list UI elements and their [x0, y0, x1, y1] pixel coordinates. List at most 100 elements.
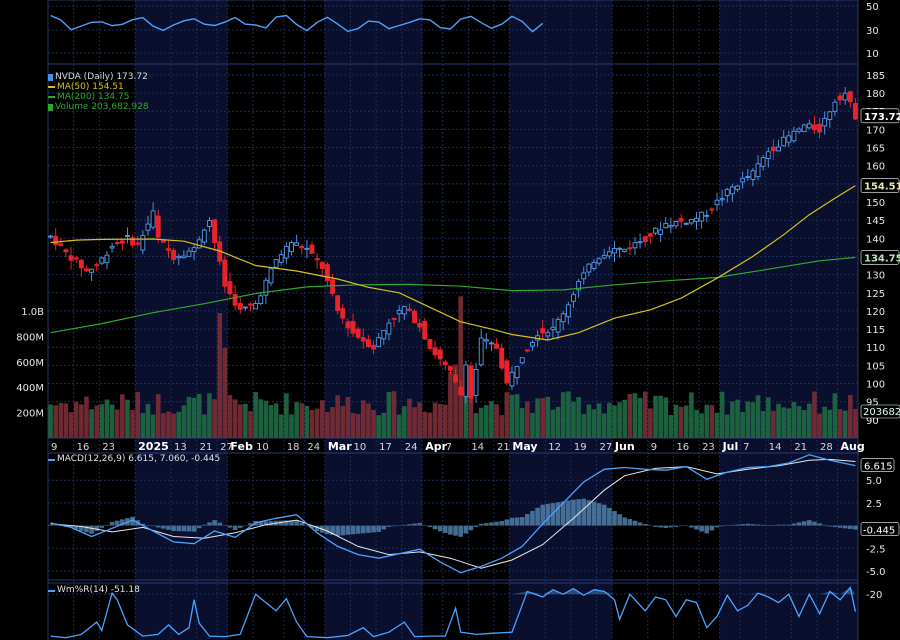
candle-body — [53, 235, 59, 246]
candle-body — [125, 235, 130, 238]
candle-body — [811, 124, 817, 131]
candle-body — [822, 118, 828, 127]
macd-histogram-bar — [299, 522, 305, 526]
volume-bar — [653, 395, 658, 438]
volume-bar — [663, 397, 669, 438]
macd-histogram-bar — [545, 503, 551, 526]
candle-body — [489, 342, 494, 345]
price-tick-label: 150 — [866, 198, 885, 209]
macd-histogram-bar — [263, 521, 269, 526]
candle-body — [514, 366, 520, 379]
macd-histogram-bar — [309, 525, 315, 529]
candle-body — [781, 136, 787, 147]
candle-body — [750, 170, 756, 180]
macd-histogram-bar — [827, 525, 833, 527]
macd-histogram-bar — [181, 525, 187, 532]
x-axis-label: 21 — [794, 442, 807, 453]
candle-body — [596, 258, 602, 264]
candle-body — [386, 322, 392, 335]
candle-body — [319, 262, 325, 270]
volume-bar — [432, 402, 438, 438]
macd-histogram-bar — [335, 525, 340, 536]
macd-histogram-bar — [514, 517, 520, 526]
candle-body — [770, 146, 776, 152]
candle-body — [212, 219, 218, 243]
volume-bar — [832, 393, 838, 438]
macd-histogram-bar — [407, 524, 412, 526]
volume-bar — [294, 402, 299, 438]
volume-bar — [678, 406, 684, 438]
price-tick-label: 120 — [866, 307, 885, 318]
macd-swatch — [48, 459, 55, 461]
candle-body — [555, 318, 561, 333]
x-axis-label: 16 — [676, 442, 689, 453]
macd-histogram-bar — [683, 525, 689, 527]
macd-histogram-bar — [566, 500, 571, 526]
macd-histogram-bar — [458, 525, 463, 537]
volume-bar — [181, 405, 187, 438]
candle-body — [109, 246, 115, 249]
volume-bar — [314, 408, 320, 438]
x-axis-label: Apr — [425, 440, 447, 453]
volume-bar — [801, 410, 807, 438]
candle-body — [89, 268, 95, 273]
macd-histogram-bar — [791, 523, 797, 526]
macd-histogram-bar — [576, 499, 581, 526]
x-axis-label: Mar — [328, 440, 352, 453]
macd-histogram-bar — [709, 525, 715, 531]
volume-bar — [853, 408, 858, 438]
volume-bar — [724, 414, 730, 438]
volume-bar — [325, 411, 330, 438]
price-tick-label: 180 — [866, 89, 885, 100]
volume-bar — [525, 401, 530, 438]
macd-histogram-bar — [704, 525, 710, 534]
candle-body — [642, 236, 648, 243]
volume-bar — [596, 403, 602, 438]
candle-body — [406, 308, 412, 311]
volume-bar — [145, 403, 151, 438]
macd-histogram-bar — [232, 525, 238, 531]
volume-bar — [391, 391, 397, 438]
legend-symbol: NVDA (Daily) 173.72 — [48, 72, 149, 82]
candle-body — [719, 198, 725, 201]
macd-histogram-bar — [786, 524, 792, 526]
candle-body — [683, 222, 689, 225]
volume-bar — [448, 371, 453, 438]
candle-body — [796, 128, 802, 132]
legend-ma50-text: MA(50) 154.51 — [57, 82, 124, 92]
macd-histogram-bar — [719, 525, 725, 527]
volume-bar — [514, 394, 520, 438]
macd-histogram-bar — [381, 525, 387, 530]
macd-histogram-bar — [68, 525, 74, 528]
candle-body — [447, 366, 453, 371]
volume-bar — [227, 395, 233, 438]
macd-tick-label: 2.5 — [866, 499, 882, 510]
candle-body — [48, 235, 54, 238]
candle-body — [248, 303, 253, 306]
top-oscillator-line — [50, 14, 544, 33]
volume-bar — [412, 407, 417, 438]
macd-histogram-bar — [432, 525, 438, 530]
volume-bar — [786, 408, 792, 438]
volume-bar — [79, 404, 84, 438]
candle-body — [273, 259, 279, 268]
candle-body — [786, 135, 792, 143]
candle-body — [304, 247, 310, 250]
volume-bar — [381, 412, 387, 438]
legend-symbol-text: NVDA (Daily) 173.72 — [55, 72, 148, 82]
candle-body — [150, 210, 156, 228]
macd-histogram-bar — [243, 525, 248, 527]
macd-histogram-bar — [530, 510, 535, 526]
price-tick-label: 110 — [866, 343, 885, 354]
macd-histogram-bar — [489, 522, 494, 526]
candle-body — [181, 255, 187, 259]
candle-body — [365, 339, 371, 348]
candle-body — [663, 223, 669, 229]
macd-histogram-bar — [376, 525, 381, 532]
macd-histogram-bar — [48, 524, 53, 526]
volume-bar — [422, 411, 428, 438]
volume-bar — [237, 404, 243, 438]
volume-bar — [709, 405, 715, 438]
candle-body — [560, 313, 566, 323]
willr-legend-text: Wm%R(14) -51.18 — [57, 585, 140, 595]
